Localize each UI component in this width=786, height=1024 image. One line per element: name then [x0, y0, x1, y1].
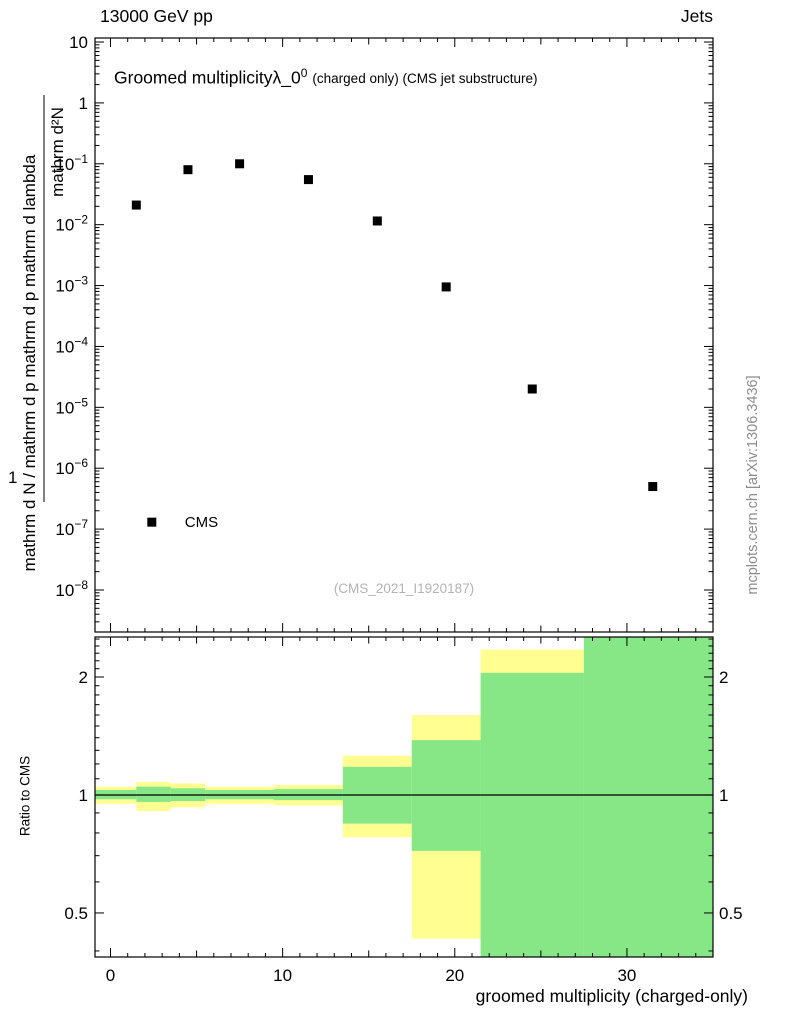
ratio-tick-label-left: 2	[79, 668, 88, 687]
y-tick-label: 10	[69, 33, 88, 52]
ratio-axis-label: Ratio to CMS	[17, 755, 33, 837]
data-point-marker	[303, 175, 313, 185]
y-tick-label: 10−7	[55, 517, 88, 539]
plot-title-main: Groomed multiplicityλ_0	[114, 67, 301, 88]
x-axis-label: groomed multiplicity (charged-only)	[475, 986, 748, 1006]
ratio-band-inner	[136, 786, 171, 802]
data-point-marker	[441, 282, 451, 292]
y-tick-label: 10−3	[55, 274, 88, 296]
y-tick-label: 1	[79, 94, 88, 113]
ratio-band-inner	[583, 637, 713, 957]
ratio-tick-label-right: 1	[719, 786, 728, 805]
y-tick-label: 10−1	[55, 152, 88, 174]
y-axis-label-numerator: mathrm d²N	[48, 107, 67, 197]
data-point-marker	[527, 384, 537, 394]
x-tick-label: 10	[273, 966, 292, 985]
data-point-marker	[131, 200, 141, 210]
collision-energy-label: 13000 GeV pp	[100, 6, 213, 26]
ratio-tick-label-right: 0.5	[719, 904, 743, 923]
x-tick-label: 20	[445, 966, 464, 985]
legend-label: CMS	[185, 514, 218, 531]
ratio-band-inner	[480, 672, 584, 957]
y-tick-label: 10−6	[55, 456, 88, 478]
ratio-tick-label-left: 1	[79, 786, 88, 805]
mcplots-credit-label: mcplots.cern.ch [arXiv:1306.3436]	[745, 375, 761, 595]
x-tick-label: 0	[106, 966, 115, 985]
y-tick-label: 10−2	[55, 213, 88, 235]
panel-frame	[94, 37, 714, 633]
legend-marker	[147, 517, 157, 527]
analysis-id-watermark: (CMS_2021_I1920187)	[333, 581, 475, 596]
plot-title-superscript: 0	[300, 66, 308, 80]
y-tick-label: 10−5	[55, 395, 88, 417]
x-tick-label: 30	[617, 966, 636, 985]
jets-label: Jets	[680, 6, 713, 26]
y-axis-label-one: 1	[8, 468, 18, 487]
data-point-marker	[235, 159, 245, 169]
data-point-marker	[183, 165, 193, 175]
plot-title: Groomed multiplicityλ_00 (charged only) (…	[114, 66, 538, 88]
ratio-tick-label-left: 0.5	[64, 904, 88, 923]
panel-frame	[94, 636, 714, 958]
plot-title-detail: (charged only) (CMS jet substructure)	[312, 71, 538, 87]
data-point-marker	[648, 482, 658, 492]
y-tick-label: 10−8	[55, 578, 88, 600]
data-point-marker	[372, 216, 382, 226]
ratio-tick-label-right: 2	[719, 668, 728, 687]
y-axis-label-denominator: mathrm d N / mathrm d p mathrm d p mathr…	[20, 154, 39, 572]
y-tick-label: 10−4	[55, 334, 88, 356]
